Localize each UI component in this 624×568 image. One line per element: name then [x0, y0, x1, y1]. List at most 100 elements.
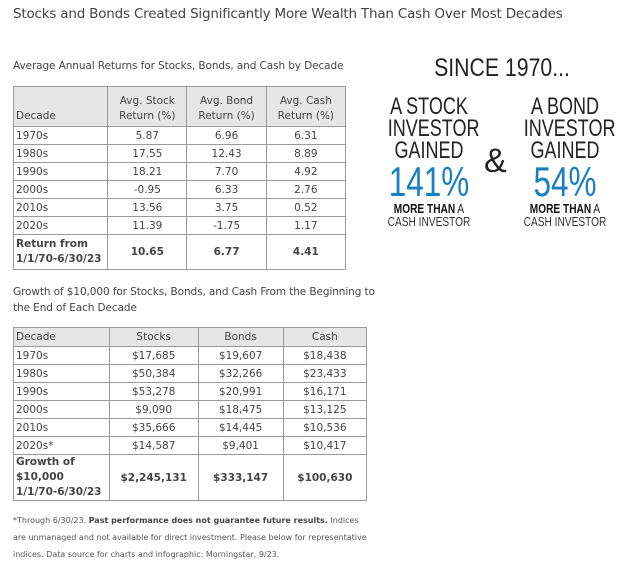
cell-decade: 2010s: [13, 418, 110, 437]
growth-table: Decade Stocks Bonds Cash 1970s $17,685 $19…: [13, 327, 368, 501]
infographic: SINCE 1970... A STOCK INVESTOR GAINED 14…: [380, 50, 624, 240]
cell-stock: 13.56: [107, 198, 188, 217]
cell-cash: $13,125: [282, 400, 368, 419]
cell-bond: 7.70: [186, 162, 267, 181]
table-row: 1970s $17,685 $19,607 $18,438: [13, 346, 368, 365]
cell-decade: 1980s: [12, 144, 109, 163]
table-row: 2000s -0.95 6.33 2.76: [12, 180, 347, 199]
header-bond: Avg. Bond Return (%): [186, 86, 267, 127]
stock-more-bold: MORE THAN: [393, 201, 456, 216]
ampersand: &: [484, 142, 507, 180]
table-header-row: Decade Stocks Bonds Cash: [13, 327, 368, 347]
cell-decade: 2020s: [12, 216, 109, 235]
cell-cash: 6.31: [265, 126, 347, 145]
header-decade: Decade: [13, 327, 110, 347]
cell-stocks: $35,666: [108, 418, 199, 437]
table-row: 2020s* $14,587 $9,401 $10,417: [13, 436, 368, 455]
cell-bonds: $20,991: [197, 382, 284, 401]
cell-cash: $16,171: [282, 382, 368, 401]
stock-more-than: MORE THAN A: [386, 202, 472, 215]
stock-investor-block: A STOCK INVESTOR GAINED 141% MORE THAN A…: [374, 95, 484, 229]
total-label-line1: Growth of $10,000: [16, 456, 75, 483]
cell-stocks: $14,587: [108, 436, 199, 455]
bond-more-bold: MORE THAN: [529, 201, 592, 216]
cell-bonds: $32,266: [197, 364, 284, 383]
bond-percent: 54%: [533, 158, 597, 205]
header-bonds: Bonds: [197, 327, 284, 347]
cell-bonds: $18,475: [197, 400, 284, 419]
bond-more-than: MORE THAN A: [522, 202, 608, 215]
total-label-line2: 1/1/70-6/30/23: [16, 253, 102, 265]
header-stocks: Stocks: [108, 327, 199, 347]
infographic-headline: SINCE 1970...: [434, 54, 570, 82]
bond-cash-investor: CASH INVESTOR: [523, 214, 607, 229]
total-label: Return from 1/1/70-6/30/23: [12, 234, 109, 270]
stock-more-rest: A: [455, 201, 465, 216]
cell-decade: 1970s: [13, 346, 110, 365]
footnote-part1: *Through 6/30/23.: [13, 516, 89, 525]
header-cash: Avg. Cash Return (%): [265, 86, 347, 127]
cell-stock: -0.95: [107, 180, 188, 199]
total-bonds: $333,147: [197, 454, 284, 501]
header-stock-line1: Avg. Stock: [119, 95, 175, 107]
cell-decade: 1990s: [12, 162, 109, 181]
cell-bonds: $9,401: [197, 436, 284, 455]
total-label-line1: Return from: [16, 238, 88, 250]
table-row: 1990s $53,278 $20,991 $16,171: [13, 382, 368, 401]
cell-cash: $10,536: [282, 418, 368, 437]
cell-decade: 1970s: [12, 126, 109, 145]
table-row: 2000s $9,090 $18,475 $13,125: [13, 400, 368, 419]
cell-cash: $10,417: [282, 436, 368, 455]
header-stock: Avg. Stock Return (%): [107, 86, 188, 127]
cell-bond: -1.75: [186, 216, 267, 235]
cell-decade: 1990s: [13, 382, 110, 401]
cell-cash: 2.76: [265, 180, 347, 199]
bond-line3: GAINED: [530, 137, 600, 164]
cell-stock: 18.21: [107, 162, 188, 181]
table-total-row: Return from 1/1/70-6/30/23 10.65 6.77 4.4…: [12, 234, 347, 270]
cell-decade: 2000s: [12, 180, 109, 199]
cell-stocks: $17,685: [108, 346, 199, 365]
growth-table-caption: Growth of $10,000 for Stocks, Bonds, and…: [13, 286, 375, 314]
stock-line2: INVESTOR: [387, 115, 480, 142]
returns-table-caption: Average Annual Returns for Stocks, Bonds…: [13, 60, 344, 72]
page-title: Stocks and Bonds Created Significantly M…: [13, 6, 563, 22]
header-cash: Cash: [282, 327, 368, 347]
total-cash: 4.41: [265, 234, 347, 270]
cell-cash: 8.89: [265, 144, 347, 163]
returns-table: Decade Avg. Stock Return (%) Avg. Bond Ret…: [12, 86, 347, 270]
header-cash-line1: Avg. Cash: [279, 95, 332, 107]
table-row: 2010s 13.56 3.75 0.52: [12, 198, 347, 217]
header-bond-line1: Avg. Bond: [200, 95, 254, 107]
cell-bonds: $14,445: [197, 418, 284, 437]
total-stock: 10.65: [107, 234, 188, 270]
total-bond: 6.77: [186, 234, 267, 270]
table-total-row: Growth of $10,000 1/1/70-6/30/23 $2,245,1…: [13, 454, 368, 501]
table-header-row: Decade Avg. Stock Return (%) Avg. Bond Ret…: [12, 86, 347, 127]
cell-stocks: $50,384: [108, 364, 199, 383]
footnote: *Through 6/30/23. Past performance does …: [13, 512, 373, 563]
cell-bond: 12.43: [186, 144, 267, 163]
cell-bond: 6.96: [186, 126, 267, 145]
footnote-disclaimer: Past performance does not guarantee futu…: [88, 516, 328, 525]
cell-bond: 6.33: [186, 180, 267, 199]
cell-decade: 2020s*: [13, 436, 110, 455]
total-label-line2: 1/1/70-6/30/23: [16, 486, 102, 498]
total-label: Growth of $10,000 1/1/70-6/30/23: [13, 454, 110, 501]
cell-cash: $23,433: [282, 364, 368, 383]
cell-decade: 2000s: [13, 400, 110, 419]
cell-cash: 4.92: [265, 162, 347, 181]
header-bond-line2: Return (%): [198, 110, 255, 122]
footnote-part2: Indices are unmanaged and not available …: [13, 516, 367, 559]
table-row: 2010s $35,666 $14,445 $10,536: [13, 418, 368, 437]
table-row: 1990s 18.21 7.70 4.92: [12, 162, 347, 181]
bond-more-rest: A: [591, 201, 601, 216]
cell-cash: 1.17: [265, 216, 347, 235]
bond-investor-block: A BOND INVESTOR GAINED 54% MORE THAN A C…: [510, 95, 620, 229]
cell-cash: 0.52: [265, 198, 347, 217]
stock-line3: GAINED: [394, 137, 464, 164]
table-row: 1980s 17.55 12.43 8.89: [12, 144, 347, 163]
total-cash: $100,630: [282, 454, 368, 501]
cell-stocks: $9,090: [108, 400, 199, 419]
table-row: 2020s 11.39 -1.75 1.17: [12, 216, 347, 235]
